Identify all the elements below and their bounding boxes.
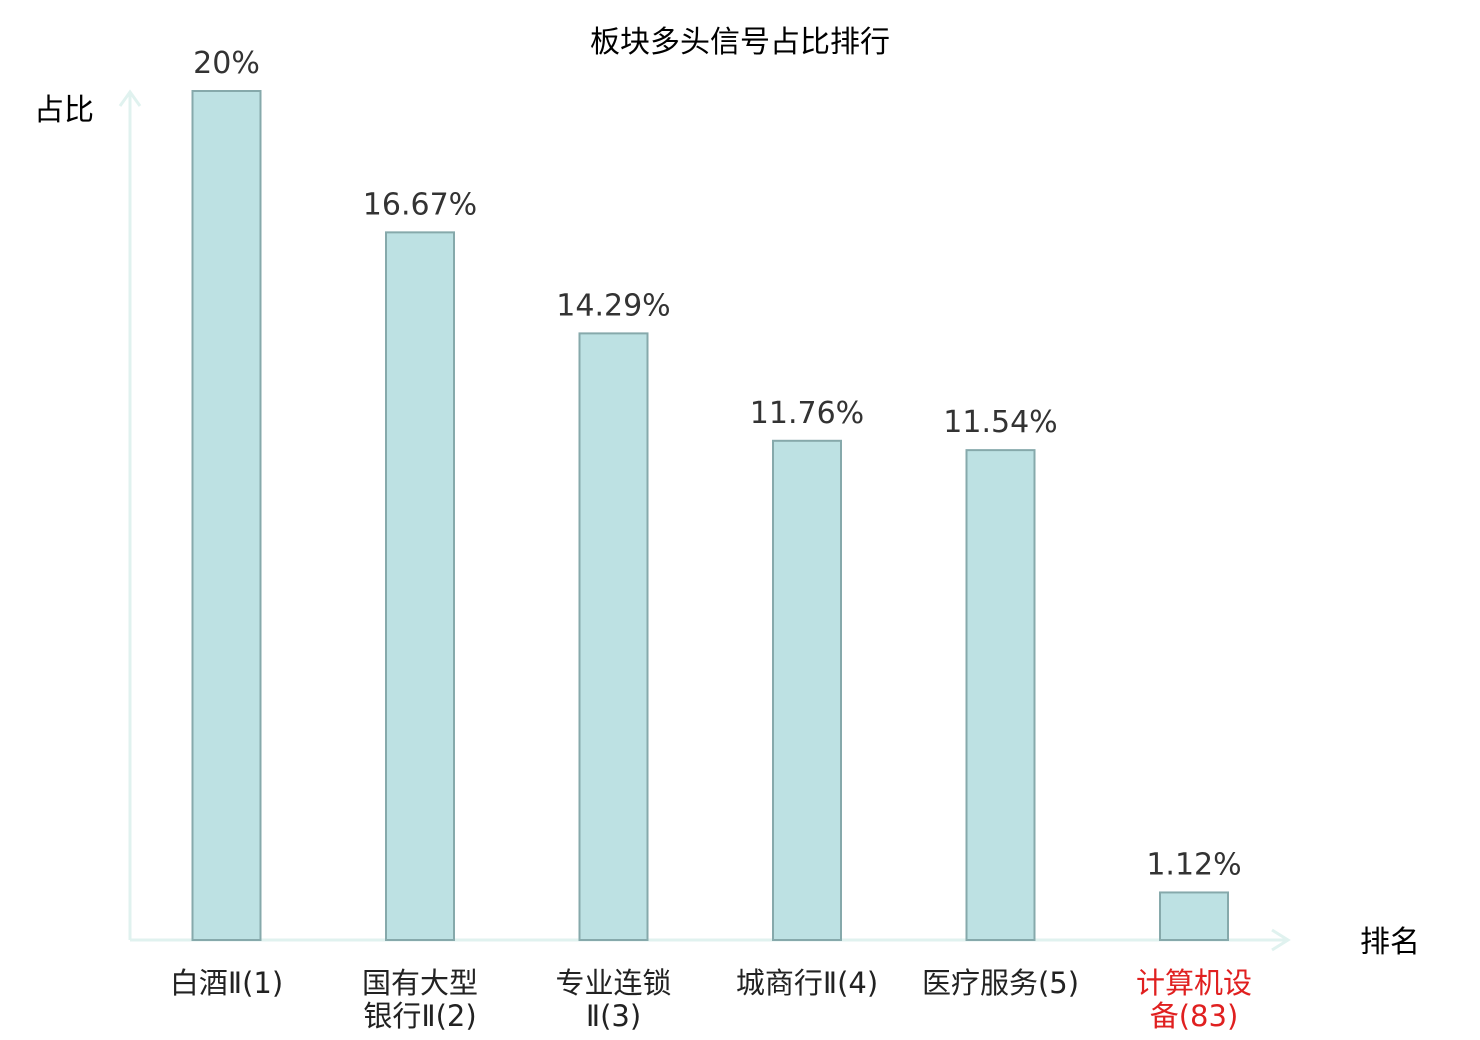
bar-2 — [578, 332, 649, 941]
bar-value-label-3: 11.76% — [750, 396, 864, 431]
bar-value-label-0: 20% — [193, 46, 260, 81]
category-label-2-line-0: 专业连锁 — [555, 966, 671, 1000]
y-axis-label: 占比 — [34, 93, 94, 128]
category-label-5-line-1: 备(83) — [1150, 999, 1239, 1033]
x-axis-label: 排名 — [1360, 925, 1420, 960]
chart-title: 板块多头信号占比排行 — [590, 25, 890, 60]
category-label-0-line-0: 白酒Ⅱ(1) — [170, 966, 283, 1000]
bar-value-label-2: 14.29% — [556, 288, 670, 323]
category-label-5-line-0: 计算机设 — [1136, 966, 1252, 1000]
category-label-2-line-1: Ⅱ(3) — [586, 999, 641, 1033]
bar-5 — [1159, 891, 1229, 941]
category-label-1-line-0: 国有大型 — [362, 966, 478, 1000]
bar-labels-group: 20% 16.67% 14.29% 11.76% 11.54% 1.12% — [193, 46, 1242, 882]
bar-3 — [772, 439, 842, 941]
bar-value-label-5: 1.12% — [1146, 847, 1241, 882]
bar-4 — [965, 449, 1036, 941]
bar-value-label-1: 16.67% — [363, 187, 477, 222]
bar-value-label-4: 11.54% — [943, 405, 1057, 440]
y-axis-arrow — [118, 89, 142, 107]
bar-1 — [385, 231, 455, 941]
x-axis-arrow — [1271, 928, 1291, 952]
category-label-4-line-0: 医疗服务(5) — [922, 966, 1079, 1000]
category-label-3-line-0: 城商行Ⅱ(4) — [736, 966, 878, 1000]
bars-group — [191, 90, 1229, 941]
bar-0 — [191, 90, 262, 941]
category-label-1-line-1: 银行Ⅱ(2) — [363, 999, 476, 1033]
